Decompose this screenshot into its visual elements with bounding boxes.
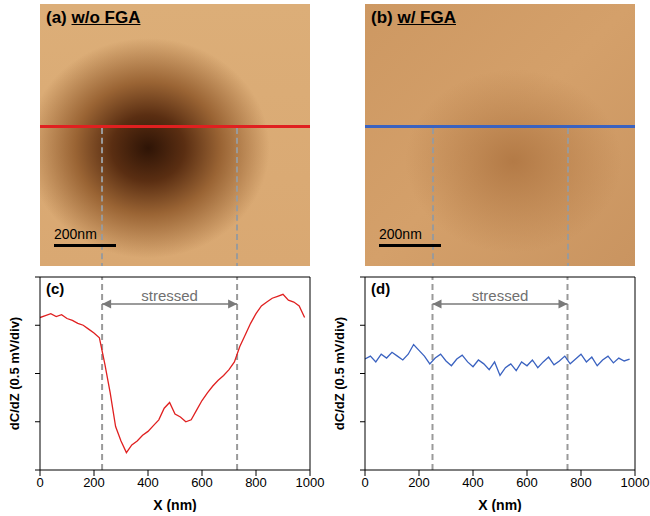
svg-text:800: 800 [570,475,592,490]
svg-text:400: 400 [137,475,159,490]
svg-text:800: 800 [245,475,267,490]
svg-text:600: 600 [191,475,213,490]
html-text:(d): (d) [371,280,391,297]
svg-text:0: 0 [361,475,368,490]
svg-text:1000: 1000 [621,475,650,490]
svg-text:X (nm): X (nm) [153,497,197,512]
svg-text:dC/dZ (0.5 mV/div): dC/dZ (0.5 mV/div) [332,317,347,430]
svg-text:0: 0 [36,475,43,490]
html-text:200nm: 200nm [379,226,422,242]
svg-text:400: 400 [462,475,484,490]
svg-text:200: 200 [83,475,105,490]
html-text:200nm: 200nm [54,226,97,242]
html-text:(c): (c) [46,280,65,297]
svg-text:600: 600 [516,475,538,490]
svg-text:X (nm): X (nm) [478,497,522,512]
svg-text:1000: 1000 [296,475,325,490]
svg-text:stressed: stressed [141,287,198,304]
svg-text:dC/dZ (0.5 mV/div): dC/dZ (0.5 mV/div) [7,317,22,430]
svg-text:stressed: stressed [472,287,529,304]
svg-text:200: 200 [408,475,430,490]
html-text:(b) w/ FGA: (b) w/ FGA [371,8,456,27]
html-text:(a) w/o FGA: (a) w/o FGA [46,8,141,27]
